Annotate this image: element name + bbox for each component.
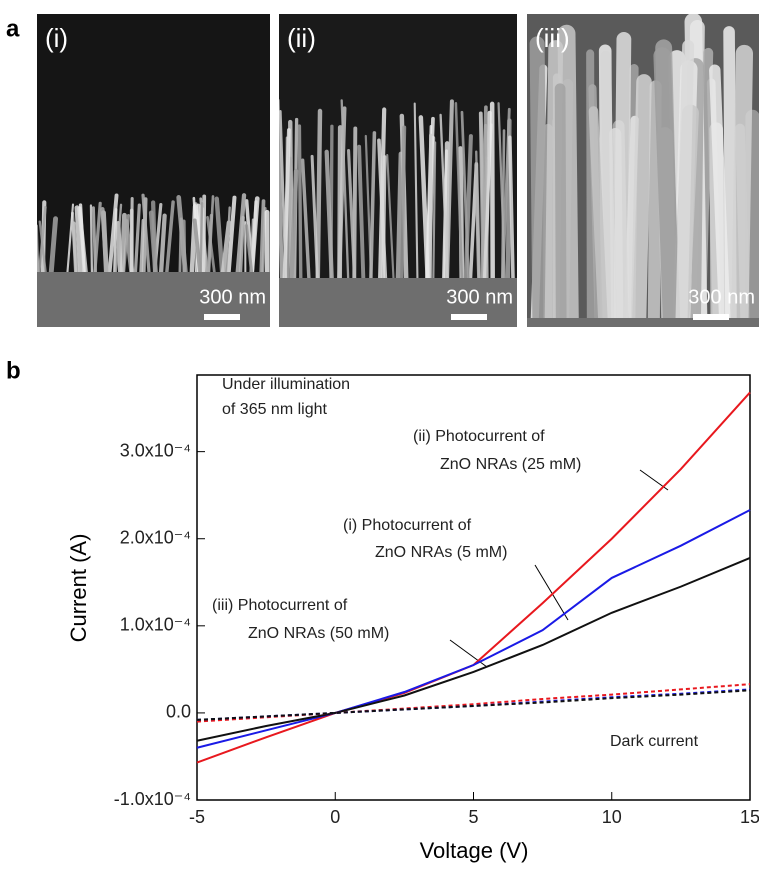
panel-label: a [6, 15, 20, 42]
nanorod [639, 82, 644, 318]
y-tick-label: 3.0x10⁻⁴ [120, 440, 191, 460]
annotation: Dark current [610, 733, 699, 750]
plot: Voltage (V) Current (A) -1.0x10⁻⁴ 0.0 1.0x… [66, 375, 759, 863]
annotation: ZnO NRAs (25 mM) [440, 456, 581, 473]
y-tick-label: 1.0x10⁻⁴ [120, 615, 191, 635]
x-tick-label: -5 [189, 807, 205, 827]
series-line [197, 558, 750, 741]
annotation: ZnO NRAs (5 mM) [375, 544, 507, 561]
arrow [450, 640, 487, 667]
nanorod [492, 104, 493, 278]
sem-image: (ii) 300 nm [278, 14, 517, 327]
x-tick-label: 0 [330, 807, 340, 827]
annotation: (iii) Photocurrent of [212, 597, 348, 614]
sem-images: (i) 300 nm (ii) 300 nm (iii) 300 nm [34, 14, 759, 327]
nanorod [318, 111, 320, 278]
scale-bar-label: 300 nm [446, 286, 513, 308]
nanorod [476, 165, 479, 278]
nanorod [682, 46, 689, 318]
y-axis-title: Current (A) [66, 534, 91, 643]
nanorod [34, 207, 38, 272]
x-tick-label: 10 [602, 807, 622, 827]
series-line [197, 690, 750, 720]
sem-image: (i) 300 nm [34, 14, 270, 327]
panel-label: b [6, 357, 21, 384]
series-line [197, 689, 750, 719]
nanorod [261, 201, 263, 272]
series-line [197, 392, 750, 762]
annotation: (i) Photocurrent of [343, 517, 472, 534]
arrow [535, 565, 568, 620]
image-label: (i) [45, 23, 68, 53]
nanorod [662, 56, 671, 318]
nanorod [740, 54, 744, 318]
annotation: ZnO NRAs (50 mM) [248, 625, 389, 642]
nanorod [34, 197, 37, 272]
annotation: of 365 nm light [222, 401, 328, 418]
nanorod [201, 203, 202, 272]
nanorod [621, 39, 624, 318]
scale-bar [693, 314, 729, 320]
y-tick-label: 2.0x10⁻⁴ [120, 527, 191, 547]
nanorod [141, 221, 143, 272]
nanorod [91, 205, 92, 272]
x-tick-label: 5 [468, 807, 478, 827]
scale-bar-label: 300 nm [688, 286, 755, 308]
scale-bar [204, 314, 240, 320]
nanorod [180, 219, 181, 272]
scale-bar-label: 300 nm [199, 286, 266, 308]
nanorod [204, 196, 205, 272]
nanorod [37, 226, 38, 272]
nanorod [153, 202, 155, 272]
annotation: (ii) Photocurrent of [413, 428, 545, 445]
scale-bar [451, 314, 487, 320]
nanorod [560, 89, 561, 318]
y-tick-label: 0.0 [166, 702, 191, 722]
image-label: (ii) [287, 23, 316, 53]
nanorod [729, 32, 731, 318]
nanorod [340, 127, 341, 278]
nanorod [537, 44, 540, 318]
sem-image: (iii) 300 nm [527, 14, 759, 327]
series-line [197, 684, 750, 721]
annotation: Under illumination [222, 376, 350, 393]
y-tick-label: -1.0x10⁻⁴ [114, 789, 191, 809]
nanorod [654, 86, 656, 318]
image-label: (iii) [535, 23, 570, 53]
nanorod [401, 127, 404, 278]
nanorod [430, 135, 431, 278]
nanorod [502, 131, 504, 278]
x-tick-label: 15 [740, 807, 759, 827]
nanorod [299, 126, 300, 278]
x-axis-title: Voltage (V) [420, 838, 529, 863]
